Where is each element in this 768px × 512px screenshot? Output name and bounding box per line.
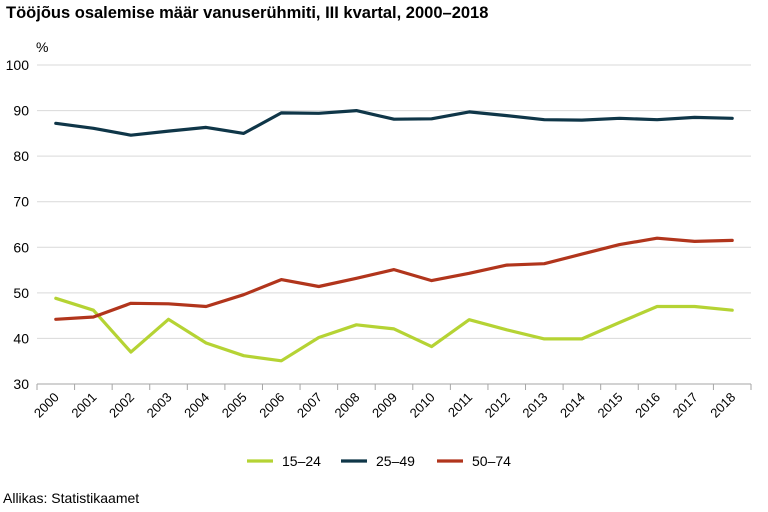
y-tick-label: 50 <box>13 285 29 301</box>
y-tick-label: 80 <box>13 148 29 164</box>
x-tick-label: 2007 <box>294 390 325 421</box>
x-tick-label: 2014 <box>557 390 588 421</box>
axes <box>36 383 752 390</box>
y-tick-label: 100 <box>6 57 30 73</box>
x-tick-label: 2002 <box>106 390 137 421</box>
x-tick-label: 2013 <box>519 390 550 421</box>
x-tick-label: 2018 <box>707 390 738 421</box>
y-tick-label: 40 <box>13 330 29 346</box>
x-tick-label: 2003 <box>144 390 175 421</box>
gridlines <box>37 64 751 339</box>
legend-label: 25–49 <box>376 453 415 469</box>
x-tick-label: 2000 <box>31 390 62 421</box>
y-axis-unit: % <box>36 39 48 55</box>
chart-title: Tööjõus osalemise määr vanuserühmiti, II… <box>6 4 489 22</box>
x-tick-label: 2011 <box>445 390 475 420</box>
x-tick-label: 2005 <box>219 390 250 421</box>
series-line-50–74 <box>54 236 734 321</box>
source-note: Allikas: Statistikaamet <box>3 490 140 506</box>
x-tick-label: 2016 <box>632 390 663 421</box>
series-line-15–24 <box>54 296 734 363</box>
x-tick-label: 2006 <box>256 390 287 421</box>
legend-label: 15–24 <box>282 453 321 469</box>
x-tick-label: 2012 <box>482 390 513 421</box>
x-tick-label: 2008 <box>331 390 362 421</box>
y-tick-label: 70 <box>13 194 29 210</box>
x-tick-label: 2004 <box>181 390 212 421</box>
legend-label: 50–74 <box>472 453 511 469</box>
y-tick-label: 90 <box>13 103 29 119</box>
series-lines <box>54 108 734 363</box>
y-tick-labels: 30 40 50 60 70 80 90 100% <box>6 39 49 392</box>
x-tick-label: 2017 <box>670 390 701 421</box>
x-tick-label: 2009 <box>369 390 400 421</box>
x-tick-labels: 2000 2001 2002 2003 2004 2005 2006 2007 2008 2009… <box>31 390 738 421</box>
series-line-25–49 <box>54 108 734 137</box>
x-tick-label: 2010 <box>407 390 438 421</box>
legend: 15–24 25–49 50–74 <box>247 453 511 469</box>
x-tick-label: 2015 <box>595 390 626 421</box>
x-tick-label: 2001 <box>68 390 99 421</box>
y-tick-label: 30 <box>13 376 29 392</box>
y-tick-label: 60 <box>13 239 29 255</box>
